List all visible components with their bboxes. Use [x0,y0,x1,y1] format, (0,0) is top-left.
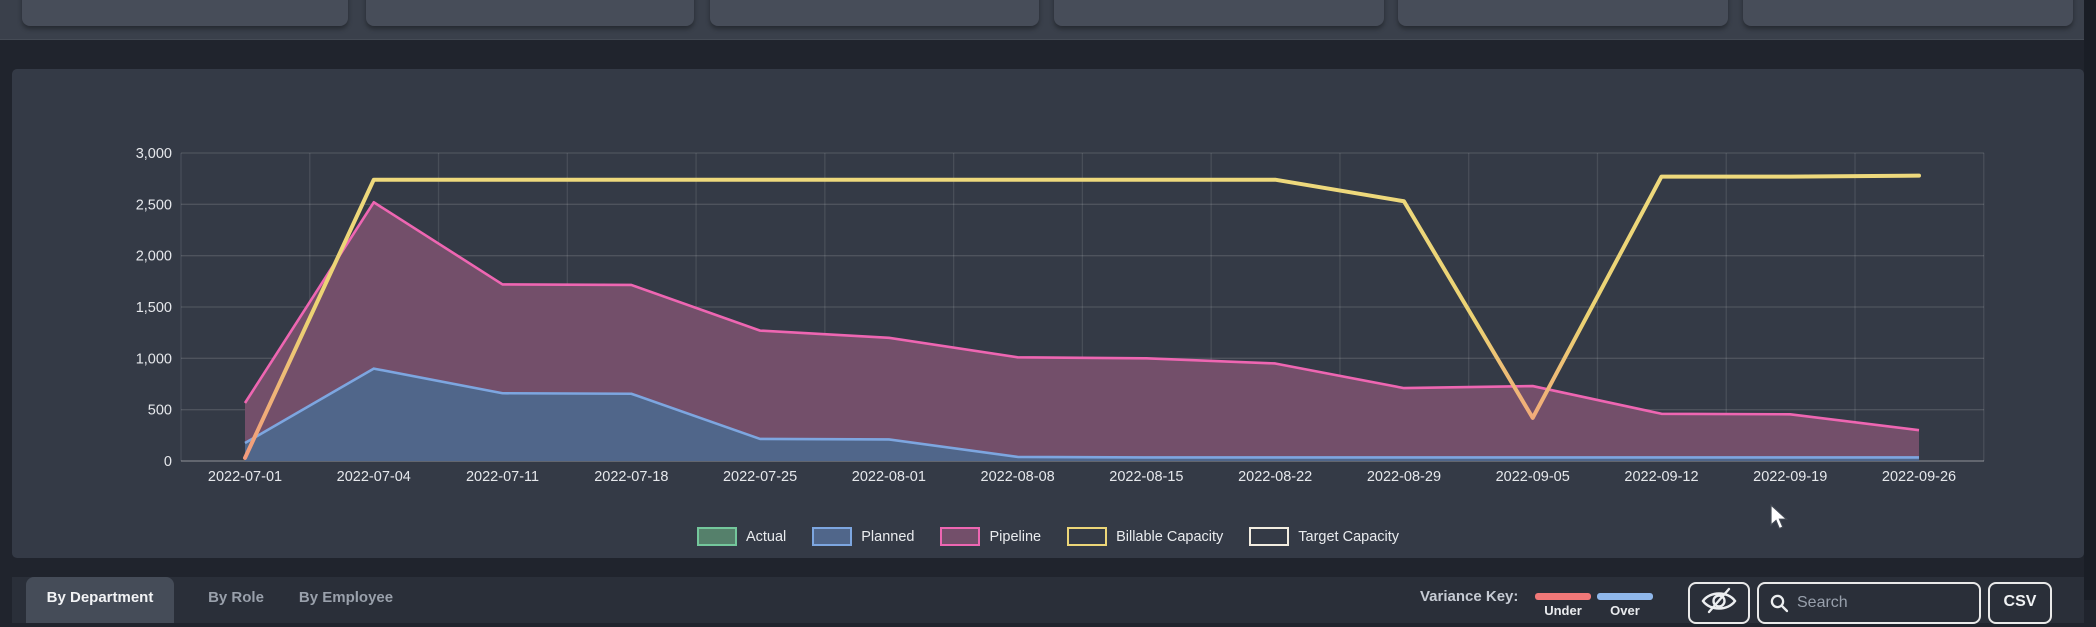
variance-over-label: Over [1610,603,1640,618]
svg-text:2022-09-19: 2022-09-19 [1753,469,1827,485]
svg-text:2022-07-25: 2022-07-25 [723,469,797,485]
legend-item-billable-capacity[interactable]: Billable Capacity [1067,527,1223,546]
scrollbar-gutter [2084,0,2096,600]
svg-text:2022-07-11: 2022-07-11 [466,469,539,485]
summary-cards-strip [0,0,2084,40]
legend-swatch [696,527,737,546]
capacity-chart-panel: 0 500 1,000 1,500 2,000 2,500 3,000 2022-07-01 2… [12,69,2084,558]
svg-text:1,000: 1,000 [136,351,172,367]
csv-export-button[interactable]: CSV [1988,582,2052,624]
chart-legend: Actual Planned Pipeline Billable Capacity Ta… [12,527,2084,546]
svg-text:0: 0 [164,454,172,470]
svg-text:2,500: 2,500 [136,197,172,213]
svg-text:2022-07-04: 2022-07-04 [337,469,411,485]
svg-text:1,500: 1,500 [136,300,172,316]
eye-off-icon [1701,587,1737,614]
legend-label: Planned [861,528,915,545]
tab-by-department[interactable]: By Department [26,577,174,623]
legend-swatch [812,527,853,546]
svg-text:2,000: 2,000 [136,249,172,265]
variance-over-swatch [1597,593,1653,600]
summary-card [22,0,348,26]
bottom-toolbar: By Department By Role By Employee Varian… [12,577,2084,624]
variance-under: Under [1535,577,1591,618]
svg-text:2022-08-01: 2022-08-01 [852,469,926,485]
variance-under-swatch [1535,593,1591,600]
tab-by-employee[interactable]: By Employee [298,589,394,606]
svg-text:2022-07-01: 2022-07-01 [208,469,282,485]
legend-label: Target Capacity [1298,528,1400,545]
svg-text:2022-08-29: 2022-08-29 [1367,469,1441,485]
search-icon [1770,594,1789,613]
legend-label: Billable Capacity [1116,528,1224,545]
capacity-area-chart[interactable]: 0 500 1,000 1,500 2,000 2,500 3,000 2022-07-01 2… [12,69,2084,558]
variance-under-label: Under [1544,603,1582,618]
summary-card [1743,0,2073,26]
search-input[interactable] [1797,594,1957,612]
legend-label: Actual [745,528,787,545]
legend-label: Pipeline [989,528,1042,545]
svg-text:2022-09-05: 2022-09-05 [1496,469,1570,485]
variance-over: Over [1597,577,1653,618]
tab-by-role[interactable]: By Role [208,589,264,606]
svg-text:2022-09-26: 2022-09-26 [1882,469,1956,485]
summary-card [1398,0,1728,26]
svg-text:2022-07-18: 2022-07-18 [594,469,668,485]
svg-text:3,000: 3,000 [136,146,172,162]
svg-text:2022-08-22: 2022-08-22 [1238,469,1312,485]
variance-key-label: Variance Key: [1420,588,1519,605]
legend-item-planned[interactable]: Planned [812,527,914,546]
search-field-container[interactable] [1757,582,1981,624]
toggle-visibility-button[interactable] [1688,582,1750,624]
legend-swatch [1067,527,1108,546]
legend-swatch [1249,527,1290,546]
svg-text:2022-08-08: 2022-08-08 [981,469,1055,485]
legend-item-pipeline[interactable]: Pipeline [940,527,1041,546]
legend-item-target-capacity[interactable]: Target Capacity [1249,527,1399,546]
svg-text:500: 500 [148,403,172,419]
summary-card [366,0,694,26]
legend-item-actual[interactable]: Actual [696,527,787,546]
summary-card [1054,0,1384,26]
svg-text:2022-08-15: 2022-08-15 [1109,469,1183,485]
summary-card [710,0,1039,26]
legend-swatch [940,527,981,546]
svg-text:2022-09-12: 2022-09-12 [1624,469,1698,485]
